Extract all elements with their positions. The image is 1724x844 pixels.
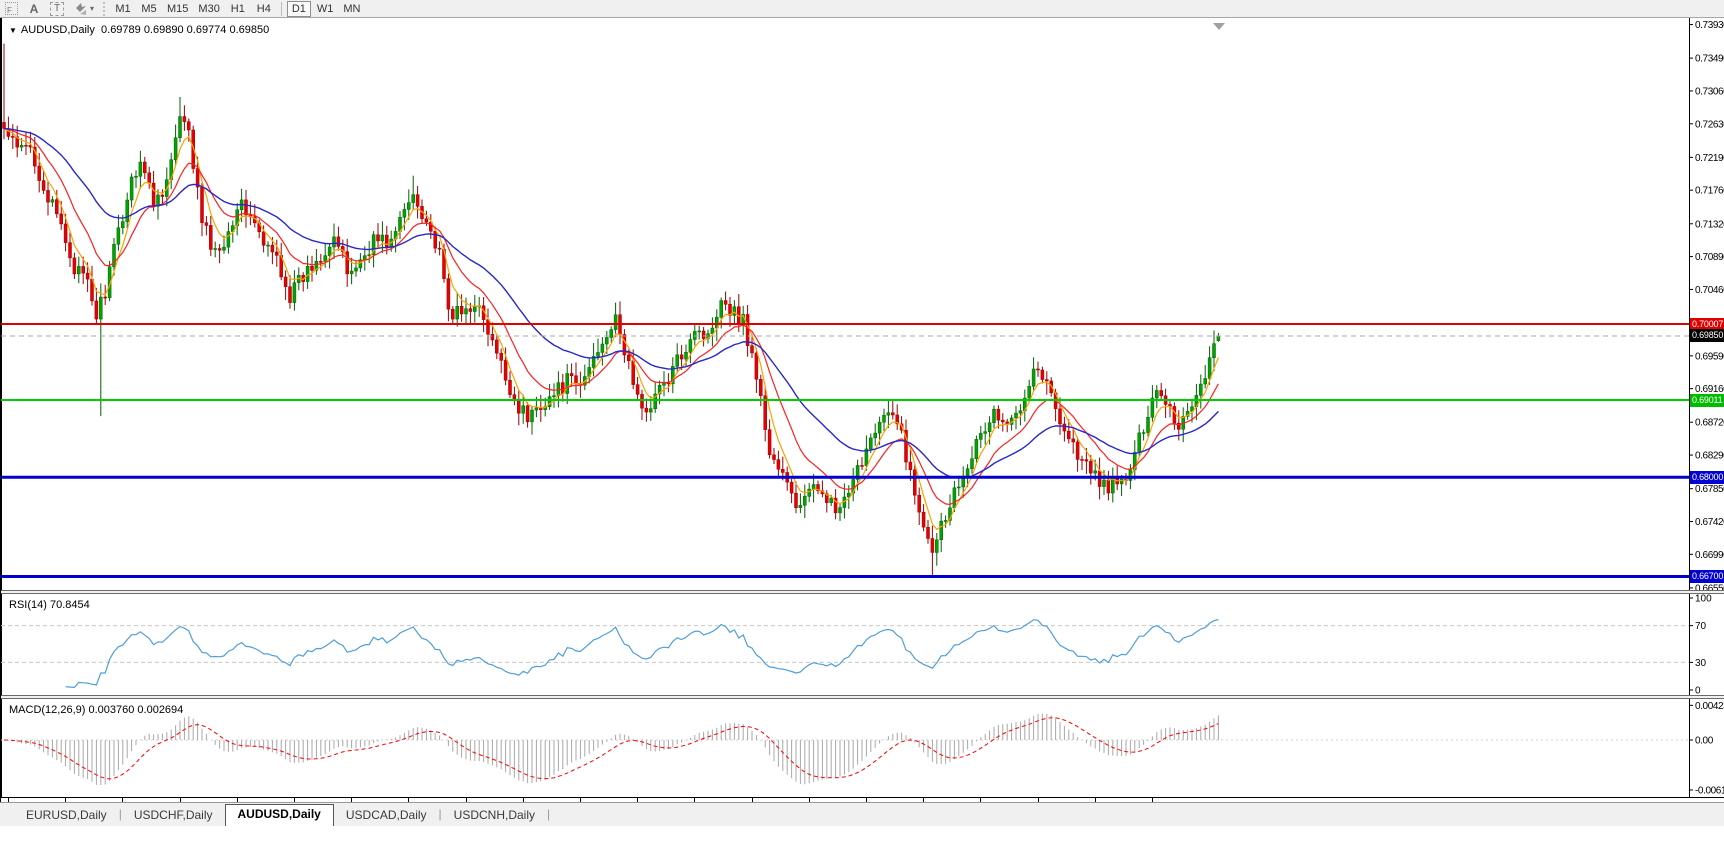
tab-usdcnh[interactable]: USDCNH,Daily <box>453 808 536 822</box>
chevron-down-icon: ▼ <box>9 26 17 35</box>
price-axis-label: 0.66550 <box>1695 583 1724 590</box>
label-tool-button[interactable]: A <box>24 1 44 17</box>
date-tick <box>1094 798 1096 802</box>
timeframe-button-m15[interactable]: M15 <box>167 2 189 15</box>
rsi-axis-label: 100 <box>1695 594 1712 605</box>
date-tick <box>65 798 67 802</box>
date-tick <box>8 798 9 802</box>
rsi-indicator-label: RSI(14) 70.8454 <box>9 599 90 611</box>
tab-separator: | <box>547 806 551 821</box>
toolbar-separator <box>280 1 282 16</box>
tab-audusd[interactable]: AUDUSD,Daily <box>224 804 334 826</box>
macd-axis-label: 0.00 <box>1695 736 1714 747</box>
date-tick <box>694 798 696 802</box>
letter-t-icon: T <box>50 1 64 16</box>
price-tag-0.68000: 0.68000 <box>1690 470 1724 484</box>
letter-a-icon: A <box>29 1 39 16</box>
date-tick <box>179 798 181 802</box>
arrows-tool-button[interactable]: ▾ <box>70 1 98 17</box>
pane-splitter[interactable] <box>1 590 1724 594</box>
rsi-axis-label: 70 <box>1695 621 1707 632</box>
date-tick <box>751 798 753 802</box>
date-tick <box>808 798 810 802</box>
timeframe-button-h4[interactable]: H4 <box>256 2 271 15</box>
date-tick <box>980 798 982 802</box>
symbol-tab-bar: EURUSD,Daily | USDCHF,Daily AUDUSD,Daily USD… <box>0 802 1724 826</box>
macd-axis-label: 0.00423 <box>1695 701 1724 712</box>
tab-usdchf[interactable]: USDCHF,Daily <box>133 808 213 822</box>
timeframe-button-m5[interactable]: M5 <box>141 2 157 15</box>
timeframe-button-m30[interactable]: M30 <box>198 2 220 15</box>
toolbar: F A T ▾ M1 M5 M15 M30 H1 H4 D1 W1 MN <box>0 0 1724 18</box>
price-tag-0.70007: 0.70007 <box>1690 317 1724 331</box>
date-tick <box>580 798 581 802</box>
date-tick <box>122 798 124 802</box>
price-tag-0.69011: 0.69011 <box>1690 393 1724 407</box>
price-tag-0.66700: 0.66700 <box>1690 569 1724 583</box>
macd-axis-label: -0.00610 <box>1695 786 1724 797</box>
rsi-axis-label: 30 <box>1695 658 1707 669</box>
date-tick <box>465 798 467 802</box>
timeframe-button-h1[interactable]: H1 <box>230 2 245 15</box>
chart-shift-marker-icon[interactable] <box>1213 23 1225 30</box>
chart-title: ▼ AUDUSD,Daily 0.69789 0.69890 0.69774 0.… <box>9 24 269 36</box>
styler-tool-button[interactable]: F <box>1 1 22 17</box>
date-tick <box>637 798 639 802</box>
date-tick <box>351 798 353 802</box>
chevron-down-icon: ▾ <box>90 4 95 13</box>
timeframe-button-d1[interactable]: D1 <box>286 0 311 17</box>
timeframe-button-mn[interactable]: MN <box>343 2 361 15</box>
tab-eurusd[interactable]: EURUSD,Daily <box>26 808 107 822</box>
chart-symbol-label: AUDUSD,Daily <box>20 24 95 36</box>
date-tick <box>522 798 524 802</box>
timeframe-button-w1[interactable]: W1 <box>316 2 334 15</box>
rsi-axis-label: 0 <box>1695 686 1701 696</box>
tab-separator: | <box>438 806 442 821</box>
macd-pane-canvas[interactable]: 0.00423 0.00 -0.00610 <box>1 699 1724 797</box>
tab-separator: | <box>118 806 122 821</box>
date-tick <box>294 798 295 802</box>
toolbar-drag-handle[interactable] <box>103 1 106 16</box>
date-tick <box>408 798 410 802</box>
date-tick <box>923 798 925 802</box>
timeframe-button-m1[interactable]: M1 <box>115 2 131 15</box>
text-tool-button[interactable]: T <box>46 1 68 17</box>
date-tick <box>1152 798 1153 802</box>
pane-splitter[interactable] <box>1 695 1724 699</box>
f-grid-icon: F <box>5 2 18 15</box>
rsi-pane-canvas[interactable]: 100 70 30 0 <box>1 594 1724 695</box>
tab-usdcad[interactable]: USDCAD,Daily <box>345 808 427 822</box>
date-tick <box>1037 798 1039 802</box>
arrows-icon <box>76 2 86 15</box>
date-tick <box>236 798 238 802</box>
date-tick <box>866 798 867 802</box>
macd-indicator-label: MACD(12,26,9) 0.003760 0.002694 <box>9 704 184 716</box>
chart-ohlc-values: 0.69789 0.69890 0.69774 0.69850 <box>101 24 270 36</box>
price-tag-0.69850: 0.69850 <box>1690 329 1724 343</box>
